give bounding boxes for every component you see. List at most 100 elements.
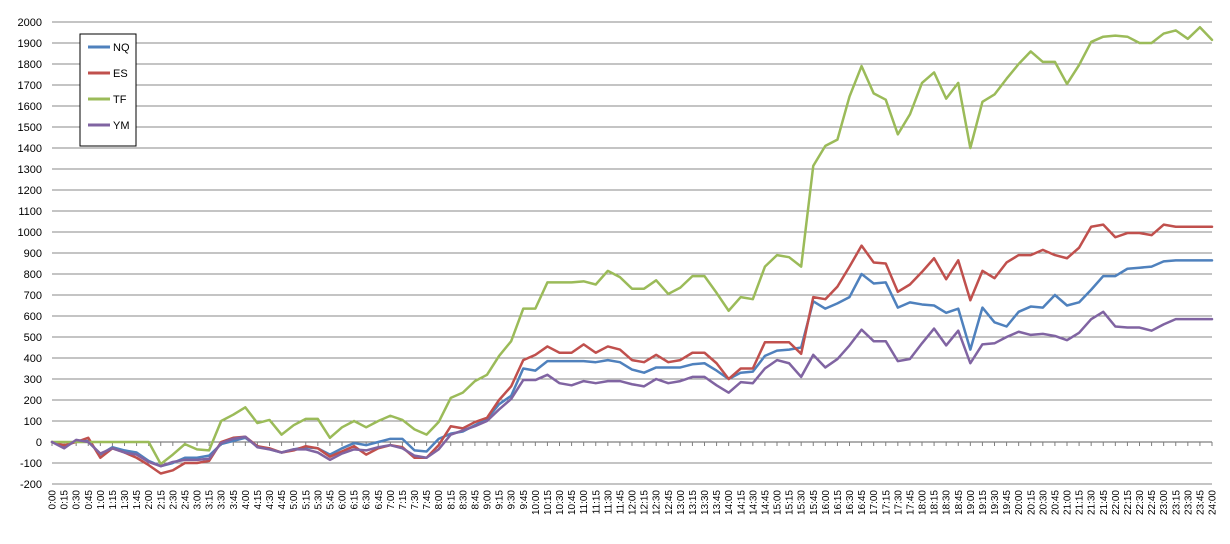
series-line-nq bbox=[50, 259, 1214, 468]
x-tick-label: 8:15 bbox=[446, 490, 457, 510]
x-tick-label: 14:00 bbox=[724, 490, 735, 515]
x-tick-label: 1:45 bbox=[132, 490, 143, 510]
x-tick-label: 19:45 bbox=[1002, 490, 1013, 515]
x-tick-label: 9:30 bbox=[507, 490, 518, 510]
x-tick-label: 6:45 bbox=[374, 490, 385, 510]
x-tick-label: 2:15 bbox=[156, 490, 167, 510]
x-tick-label: 17:15 bbox=[881, 490, 892, 515]
y-tick-label: 1900 bbox=[18, 38, 42, 50]
x-tick-label: 9:45 bbox=[519, 490, 530, 510]
series-line-ym bbox=[50, 310, 1214, 468]
legend-box bbox=[79, 33, 137, 147]
y-tick-label: 800 bbox=[24, 269, 42, 281]
y-tick-label: 600 bbox=[24, 311, 42, 323]
x-tick-label: 3:45 bbox=[229, 490, 240, 510]
y-axis-tick-labels: -200 -100 0 100 200 300 400 500 600 700 800 900 1000… bbox=[18, 17, 42, 491]
x-tick-label: 9:15 bbox=[495, 490, 506, 510]
x-tick-label: 3:00 bbox=[193, 490, 204, 510]
x-tick-label: 15:45 bbox=[809, 490, 820, 515]
x-tick-label: 19:00 bbox=[966, 490, 977, 515]
legend-label-tf: TF bbox=[113, 94, 127, 106]
x-tick-label: 15:00 bbox=[773, 490, 784, 515]
x-tick-label: 13:30 bbox=[700, 490, 711, 515]
x-tick-label: 18:00 bbox=[918, 490, 929, 515]
y-tick-label: 1500 bbox=[18, 122, 42, 134]
legend-label-nq: NQ bbox=[113, 42, 130, 54]
x-tick-label: 0:45 bbox=[84, 490, 95, 510]
x-tick-label: 6:00 bbox=[338, 490, 349, 510]
series-line-es bbox=[50, 223, 1214, 475]
x-tick-label: 0:00 bbox=[48, 490, 59, 510]
x-tick-label: 8:45 bbox=[470, 490, 481, 510]
x-tick-label: 6:15 bbox=[350, 490, 361, 510]
y-tick-label: 1300 bbox=[18, 164, 42, 176]
x-tick-label: 5:00 bbox=[289, 490, 300, 510]
y-tick-label: 1700 bbox=[18, 80, 42, 92]
x-tick-label: 16:00 bbox=[821, 490, 832, 515]
x-tick-label: 5:15 bbox=[301, 490, 312, 510]
x-tick-label: 17:30 bbox=[893, 490, 904, 515]
x-tick-label: 13:45 bbox=[712, 490, 723, 515]
y-tick-label: 2000 bbox=[18, 17, 42, 29]
x-tick-label: 10:30 bbox=[555, 490, 566, 515]
x-tick-label: 23:00 bbox=[1159, 490, 1170, 515]
x-tick-label: 16:15 bbox=[833, 490, 844, 515]
x-tick-label: 22:45 bbox=[1147, 490, 1158, 515]
x-tick-label: 15:30 bbox=[797, 490, 808, 515]
y-tick-label: 300 bbox=[24, 374, 42, 386]
x-tick-label: 21:15 bbox=[1075, 490, 1086, 515]
x-tick-label: 17:45 bbox=[905, 490, 916, 515]
x-tick-label: 10:15 bbox=[543, 490, 554, 515]
x-tick-label: 22:15 bbox=[1123, 490, 1134, 515]
x-tick-label: 14:45 bbox=[760, 490, 771, 515]
legend-label-ym: YM bbox=[113, 120, 130, 132]
x-tick-label: 4:30 bbox=[265, 490, 276, 510]
x-tick-label: 1:00 bbox=[96, 490, 107, 510]
series-line-tf bbox=[50, 26, 1214, 466]
x-tick-label: 7:45 bbox=[422, 490, 433, 510]
y-tick-label: -100 bbox=[20, 458, 42, 470]
x-tick-label: 18:45 bbox=[954, 490, 965, 515]
x-tick-label: 2:30 bbox=[168, 490, 179, 510]
y-tick-label: 400 bbox=[24, 353, 42, 365]
x-tick-label: 20:30 bbox=[1038, 490, 1049, 515]
x-tick-label: 23:30 bbox=[1183, 490, 1194, 515]
y-tick-label: 1400 bbox=[18, 143, 42, 155]
x-tick-label: 17:00 bbox=[869, 490, 880, 515]
y-tick-label: 900 bbox=[24, 248, 42, 260]
x-tick-label: 22:30 bbox=[1135, 490, 1146, 515]
x-tick-label: 12:15 bbox=[640, 490, 651, 515]
y-tick-label: 1600 bbox=[18, 101, 42, 113]
x-tick-label: 6:30 bbox=[362, 490, 373, 510]
x-tick-label: 24:00 bbox=[1208, 490, 1219, 515]
y-tick-label: 100 bbox=[24, 416, 42, 428]
x-tick-label: 4:45 bbox=[277, 490, 288, 510]
series-lines bbox=[50, 26, 1214, 475]
x-tick-label: 8:00 bbox=[434, 490, 445, 510]
x-tick-label: 11:30 bbox=[603, 490, 614, 515]
x-tick-label: 20:45 bbox=[1050, 490, 1061, 515]
x-tick-label: 20:15 bbox=[1026, 490, 1037, 515]
x-tick-label: 19:15 bbox=[978, 490, 989, 515]
y-tick-label: 200 bbox=[24, 395, 42, 407]
x-tick-label: 21:45 bbox=[1099, 490, 1110, 515]
x-tick-label: 0:15 bbox=[60, 490, 71, 510]
x-tick-label: 21:30 bbox=[1087, 490, 1098, 515]
x-tick-label: 11:15 bbox=[591, 490, 602, 515]
x-tick-label: 18:15 bbox=[930, 490, 941, 515]
x-tick-label: 3:15 bbox=[205, 490, 216, 510]
x-tick-label: 14:30 bbox=[748, 490, 759, 515]
x-tick-label: 2:00 bbox=[144, 490, 155, 510]
y-tick-label: 1100 bbox=[18, 206, 42, 218]
x-tick-label: 10:00 bbox=[531, 490, 542, 515]
x-tick-label: 2:45 bbox=[180, 490, 191, 510]
x-tick-label: 22:00 bbox=[1111, 490, 1122, 515]
y-tick-label: 0 bbox=[36, 437, 42, 449]
x-tick-label: 8:30 bbox=[458, 490, 469, 510]
y-tick-label: -200 bbox=[20, 479, 42, 491]
legend: NQ ES TF YM bbox=[79, 33, 137, 147]
y-tick-label: 500 bbox=[24, 332, 42, 344]
x-tick-label: 19:30 bbox=[990, 490, 1001, 515]
x-tick-label: 3:30 bbox=[217, 490, 228, 510]
